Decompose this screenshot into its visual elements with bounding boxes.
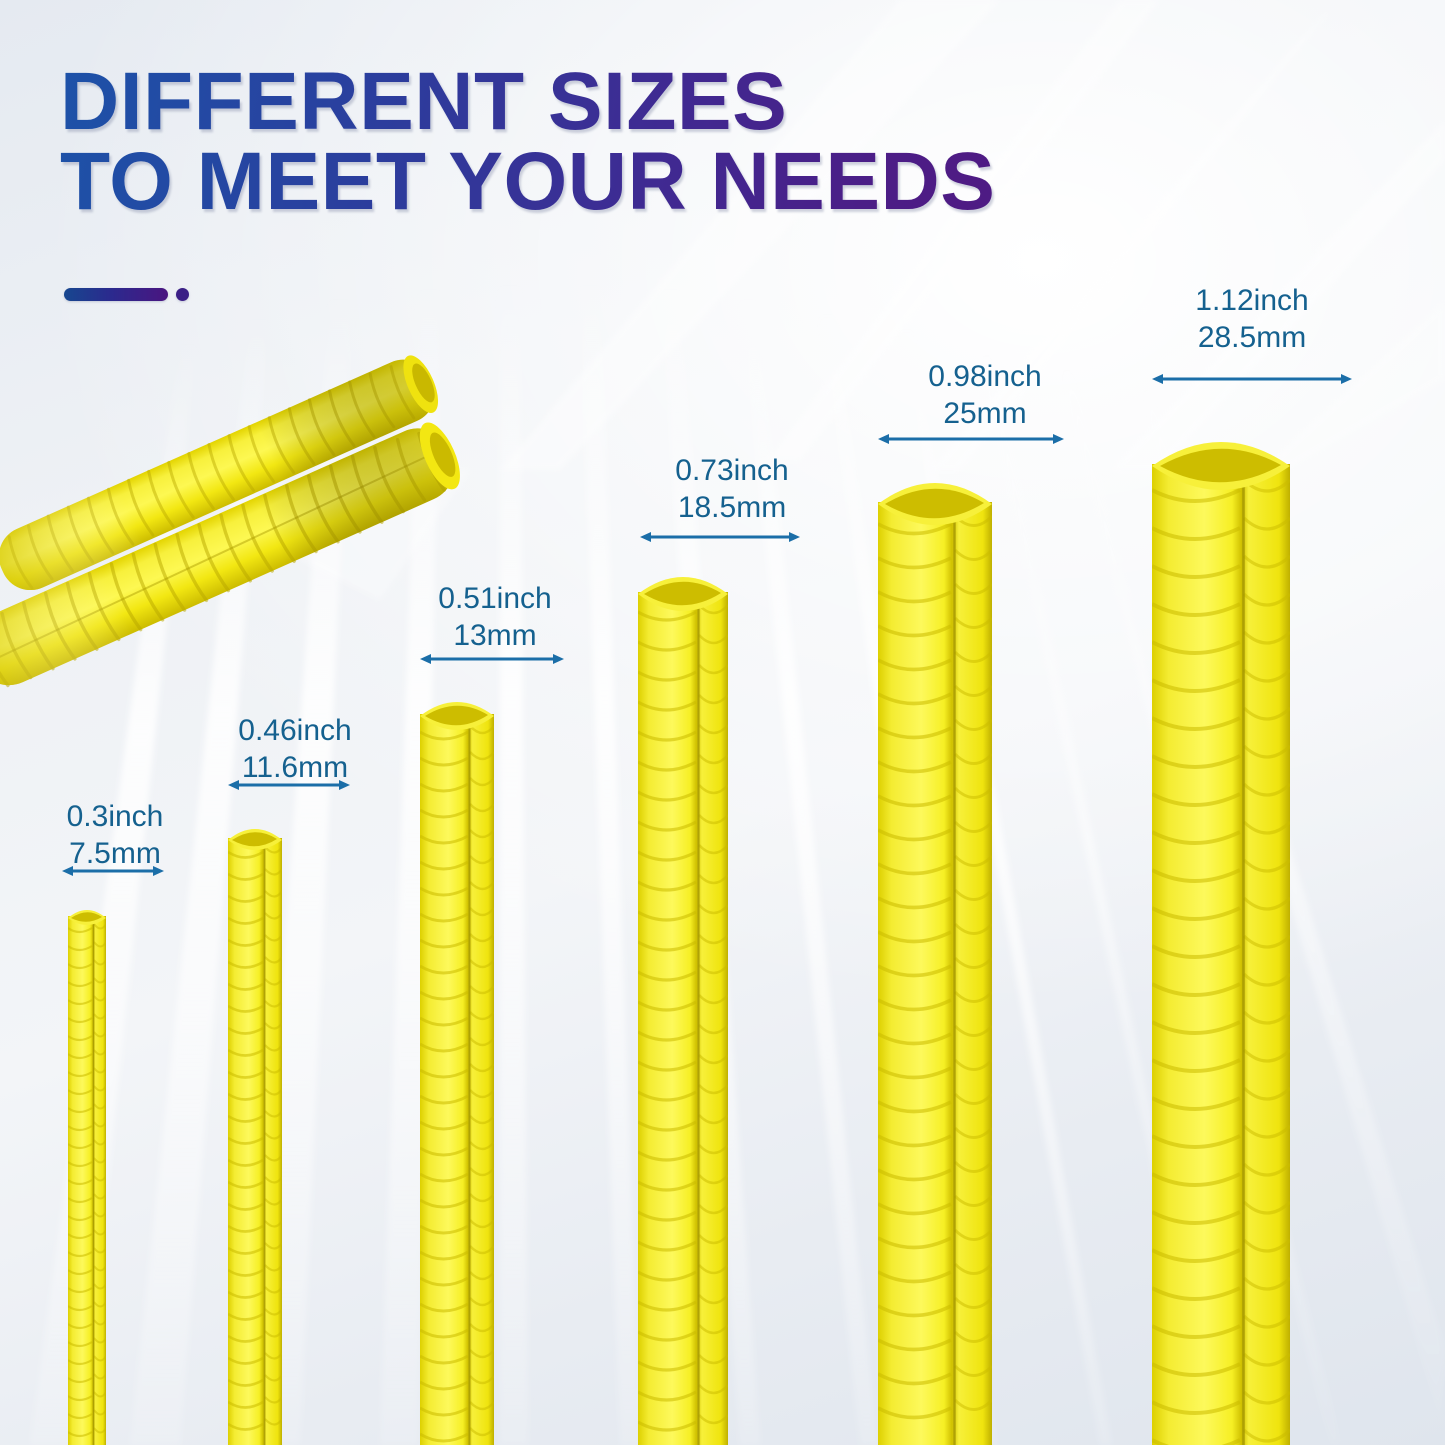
size-callout-2: 0.46inch 11.6mm	[200, 712, 390, 786]
dimension-arrow-2	[228, 776, 350, 794]
size-label-inch-2: 0.46inch	[238, 714, 352, 747]
size-callout-4: 0.73inch 18.5mm	[628, 452, 836, 526]
dimension-arrow-4	[640, 528, 800, 546]
size-label-mm-4: 18.5mm	[677, 491, 787, 525]
size-label-mm-6: 28.5mm	[1197, 321, 1307, 355]
size-label-inch-1: 0.3inch	[66, 800, 164, 833]
loose-tube-back	[0, 355, 439, 591]
loose-tube-front	[0, 422, 460, 688]
title-line-2: TO MEET YOUR NEEDS	[60, 136, 996, 228]
size-label-mm-2: 11.6mm	[241, 751, 349, 785]
title-line-1: DIFFERENT SIZES	[60, 56, 788, 147]
size-label-inch-5: 0.98inch	[928, 360, 1042, 393]
size-label-inch-6: 1.12inch	[1195, 284, 1309, 317]
title-accent-dot	[176, 288, 189, 301]
size-callout-1: 0.3inch 7.5mm	[30, 798, 200, 872]
dimension-arrow-6	[1152, 370, 1352, 388]
tube-size-2	[228, 818, 282, 1445]
size-label-mm-5: 25mm	[943, 397, 1027, 431]
size-callout-6: 1.12inch 28.5mm	[1152, 282, 1352, 356]
size-label-inch-4: 0.73inch	[675, 454, 789, 487]
tube-size-4	[638, 560, 728, 1445]
loose-tube-sample-group	[0, 330, 514, 760]
page-title: DIFFERENT SIZES TO MEET YOUR NEEDS	[60, 62, 1210, 223]
title-accent-bar	[64, 288, 168, 301]
size-callout-5: 0.98inch 25mm	[880, 358, 1090, 432]
tube-size-5	[878, 462, 992, 1445]
size-label-inch-3: 0.51inch	[438, 582, 552, 615]
dimension-arrow-3	[420, 650, 564, 668]
dimension-arrow-5	[878, 430, 1064, 448]
tube-size-1	[68, 902, 106, 1445]
size-label-mm-1: 7.5mm	[69, 837, 161, 871]
tube-size-6	[1152, 418, 1290, 1445]
size-label-mm-3: 13mm	[453, 619, 537, 653]
tube-size-3	[420, 688, 494, 1445]
size-callout-3: 0.51inch 13mm	[400, 580, 590, 654]
dimension-arrow-1	[62, 862, 164, 880]
